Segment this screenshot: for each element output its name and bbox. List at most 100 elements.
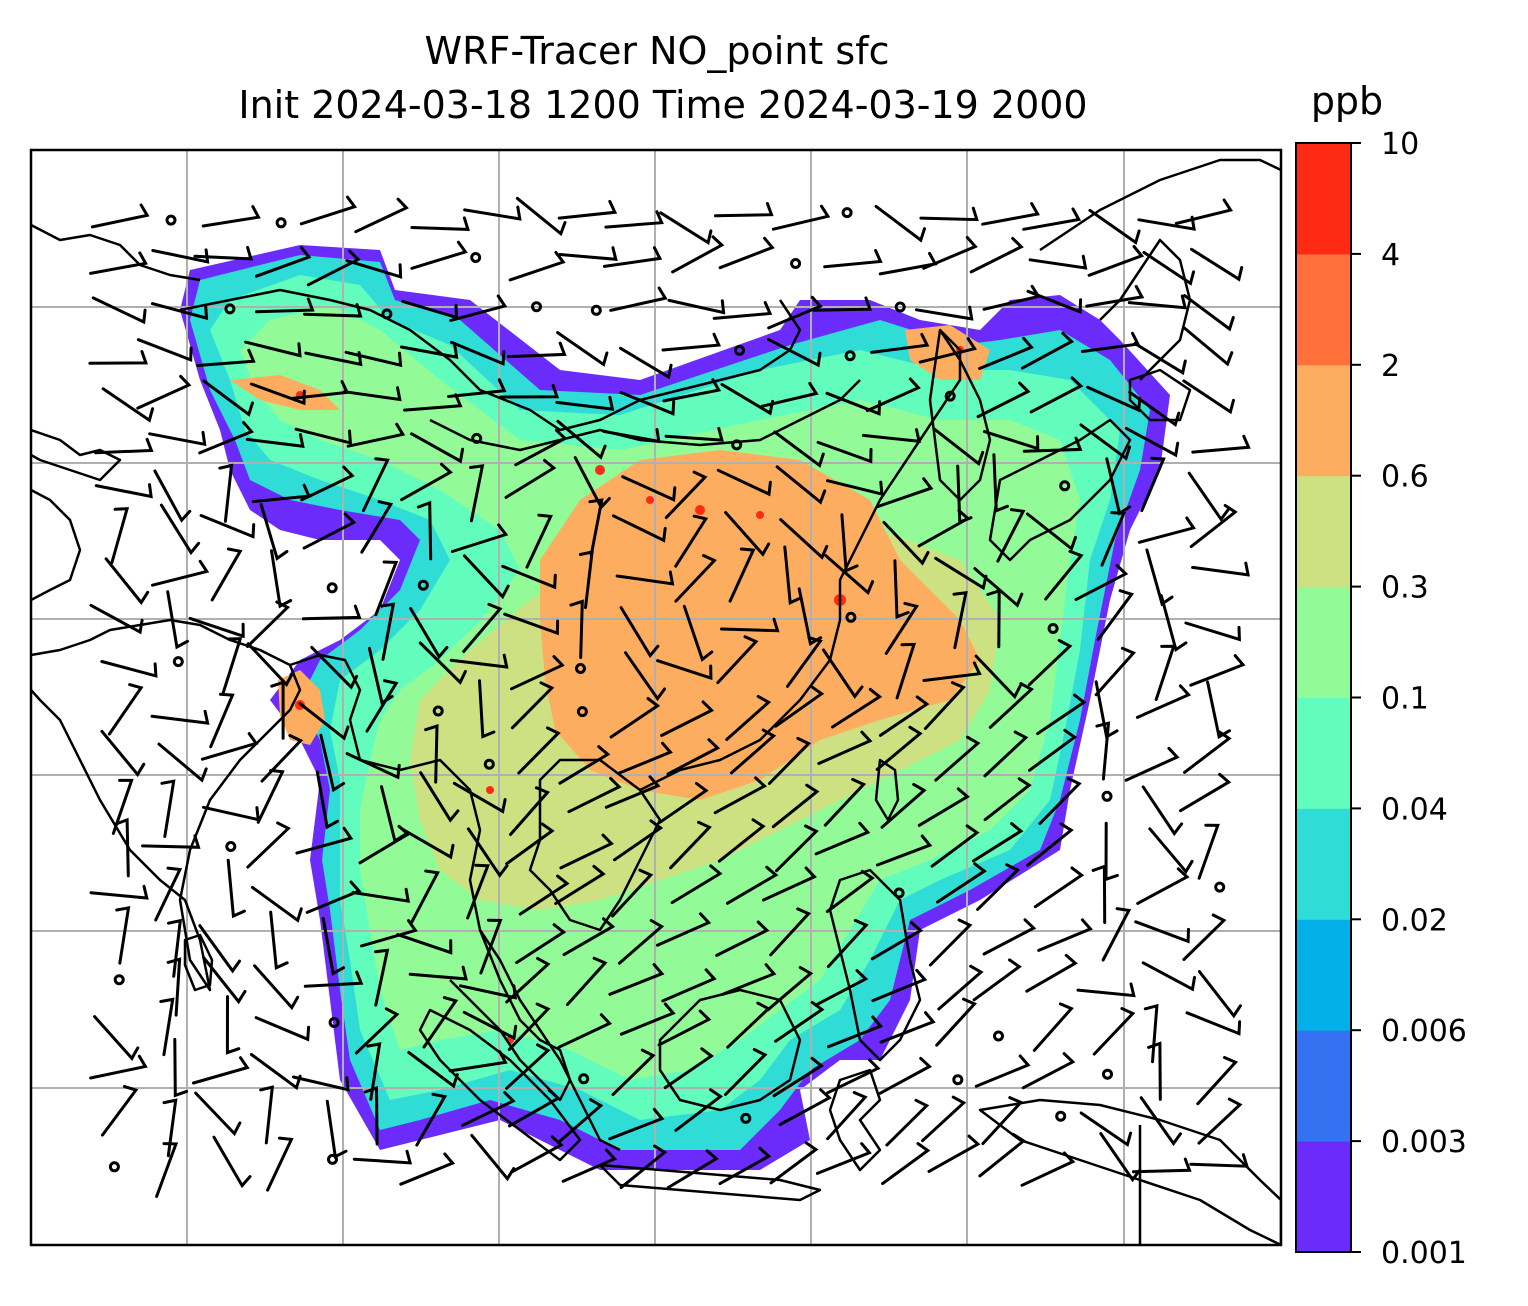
wind-barb	[619, 606, 660, 659]
wind-barb	[503, 612, 560, 636]
title-line-1: WRF-Tracer NO_point sfc	[425, 29, 890, 73]
coastline-china	[639, 329, 962, 792]
wind-barb	[1190, 247, 1244, 282]
wind-barb	[160, 779, 176, 838]
coastline-srilanka	[183, 933, 214, 992]
wind-barb	[415, 1092, 448, 1147]
wind-barb	[1022, 436, 1083, 453]
wind-barb	[399, 1152, 456, 1186]
colorbar-ticks: 0.001 0.003 0.006 0.02 0.04 0.1 0.3 0.6 2 4 10	[1351, 127, 1467, 1271]
wind-barb	[89, 603, 144, 635]
wind-barb	[1142, 250, 1196, 286]
wind-barb	[154, 866, 183, 922]
wind-barb	[670, 864, 723, 905]
wind-barb	[150, 302, 209, 321]
calm-marker	[944, 390, 956, 402]
wind-barb	[266, 1136, 294, 1192]
wind-barb	[760, 381, 819, 408]
calm-marker	[1101, 790, 1113, 802]
wind-barb	[1124, 746, 1180, 782]
wind-barb	[306, 249, 361, 287]
wind-barb	[1033, 866, 1085, 909]
wind-barb	[199, 514, 256, 539]
calm-marker	[275, 217, 287, 229]
wind-barb	[270, 549, 293, 609]
wind-barb	[254, 1016, 311, 1042]
wind-barb	[823, 249, 883, 269]
wind-barb	[865, 377, 921, 413]
wind-barb	[410, 216, 470, 231]
wind-barb	[360, 919, 418, 948]
wind-barb	[469, 464, 485, 523]
wind-barb	[935, 997, 978, 1047]
wind-barb	[345, 259, 403, 279]
wind-barb	[969, 236, 1024, 274]
wind-barb	[674, 554, 717, 603]
wind-barb	[1032, 1002, 1074, 1052]
wind-barb	[361, 457, 390, 513]
wind-barb	[814, 969, 869, 1007]
wind-barb	[88, 350, 149, 365]
colorbar-segment	[1296, 1141, 1351, 1253]
wind-barb	[509, 786, 551, 836]
wind-barb	[659, 211, 713, 245]
wind-barb	[712, 301, 773, 320]
calm-marker	[470, 252, 482, 263]
coastlines	[31, 158, 1281, 1245]
wind-barb	[365, 679, 399, 733]
wind-barb	[1140, 456, 1166, 513]
wind-barb	[254, 246, 312, 278]
calm-marker	[172, 656, 184, 668]
wind-barb	[100, 660, 158, 678]
wind-barb	[826, 479, 884, 497]
wind-barb	[716, 468, 772, 497]
wind-barb	[930, 824, 980, 868]
wind-barb	[769, 1141, 819, 1185]
colorbar-tick-label: 0.1	[1381, 682, 1429, 717]
calm-marker	[731, 439, 743, 451]
wind-barb	[360, 500, 394, 554]
wind-barb	[422, 996, 459, 1049]
wind-barb	[400, 343, 459, 359]
wind-barb	[91, 296, 147, 325]
wind-barb	[557, 1013, 613, 1049]
calm-wind-markers	[108, 207, 1226, 1173]
wind-barb	[1183, 294, 1235, 332]
wind-barb	[870, 332, 930, 354]
wind-barb	[766, 965, 814, 1012]
wind-barb	[462, 1010, 518, 1041]
wind-barb	[292, 1075, 350, 1092]
wind-barb	[515, 923, 567, 965]
wind-barb	[459, 984, 518, 1000]
wind-barb	[815, 1142, 872, 1175]
wind-barb	[827, 1015, 884, 1049]
coastline-java	[598, 1163, 822, 1202]
wind-barb	[1133, 342, 1187, 376]
wind-barb	[351, 887, 411, 903]
wind-barb	[713, 776, 768, 815]
wind-barb	[400, 462, 453, 502]
coastline-bengal	[289, 653, 621, 1152]
wind-barb	[917, 509, 971, 548]
calm-marker	[845, 611, 857, 623]
wind-barb	[1127, 294, 1188, 310]
wind-barb	[188, 616, 245, 639]
coastline-newguinea	[978, 1098, 1281, 1245]
wind-barb	[1189, 504, 1238, 549]
wind-barb	[300, 465, 355, 502]
wind-barb	[1025, 953, 1078, 993]
wind-barb	[151, 559, 210, 587]
wind-barb	[1137, 215, 1196, 231]
coastline-gulf	[31, 428, 122, 482]
wind-barb	[466, 827, 509, 878]
wind-barb	[1196, 1056, 1239, 1106]
wind-barb	[201, 205, 261, 228]
wind-barb	[1091, 864, 1107, 924]
wind-barb	[1124, 426, 1180, 458]
wind-barb	[518, 874, 570, 916]
wind-barb	[198, 924, 241, 974]
wind-barb	[919, 206, 979, 222]
calm-marker	[381, 308, 393, 320]
wind-barb	[786, 636, 823, 688]
calm-marker	[165, 214, 177, 226]
